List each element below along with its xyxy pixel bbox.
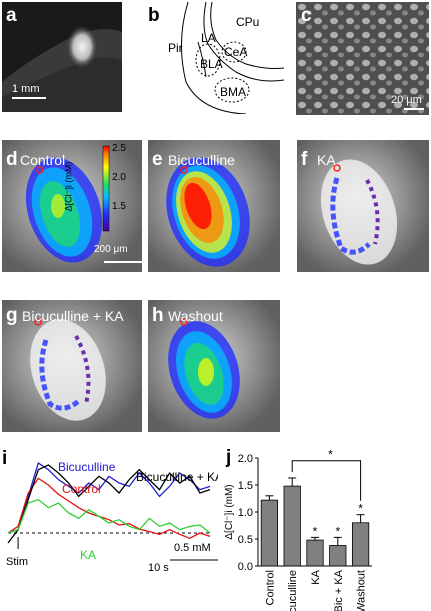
region-bla: BLA	[200, 57, 223, 71]
panel-title-d: Control	[20, 152, 66, 168]
region-cea: CeA	[224, 45, 248, 59]
panel-label-d: d	[6, 149, 18, 170]
panel-i: i Bicuculline Control Bicuculline + KA K…	[0, 445, 218, 611]
panel-g: g Bicuculline + KA	[2, 300, 142, 432]
legend-bic-ka: Bicuculline + KA	[136, 470, 218, 484]
colorbar-tick-2-5: 2.5	[112, 143, 126, 154]
trace-bic-ka	[7, 464, 211, 544]
stim-label: Stim	[6, 556, 28, 568]
legend-bicuculline: Bicuculline	[58, 460, 116, 474]
x-tick-label: Control	[264, 570, 276, 605]
region-bma: BMA	[220, 85, 247, 99]
scale-x-label: 10 s	[148, 562, 169, 574]
trace-ka	[7, 498, 211, 534]
bar-ka	[306, 539, 324, 567]
y-tick-label: 0.0	[238, 561, 253, 573]
colorbar-label: Δ[Cl⁻]i (mM)	[63, 161, 74, 212]
scale-label-c: 20 μm	[391, 94, 422, 106]
significance-star: *	[335, 524, 340, 538]
panel-title-h: Washout	[168, 308, 223, 324]
panel-a-image	[2, 25, 122, 112]
x-tick-label: Bicuculline	[287, 570, 299, 611]
panel-label-a: a	[6, 5, 17, 26]
scale-y-label: 0.5 mM	[174, 542, 211, 554]
panel-label-h: h	[152, 305, 164, 326]
panel-title-f: KA	[317, 152, 336, 168]
significance-star: *	[313, 524, 318, 538]
panel-d: d Control 2.5 2.0 1.5 Δ[Cl⁻]i (mM) 200 μ…	[2, 140, 142, 272]
trace-bicuculline	[7, 461, 211, 534]
x-tick-label: Bic + KA	[333, 569, 345, 611]
trace-control	[7, 477, 211, 540]
bar-washout	[351, 522, 370, 567]
panel-f-image	[297, 140, 429, 272]
y-tick-label: 1.0	[238, 507, 253, 519]
panel-label-j: j	[226, 447, 232, 468]
significance-bracket	[291, 460, 362, 501]
significance-star: *	[358, 502, 363, 516]
panel-label-e: e	[152, 149, 163, 170]
scale-label-d: 200 μm	[94, 244, 128, 255]
panel-e: e Bicuculline	[148, 140, 280, 272]
scale-label-a: 1 mm	[12, 83, 40, 95]
y-tick-label: 2.0	[238, 453, 253, 465]
panel-j: 0.0 0.5 1.0 1.5 2.0 Δ[Cl⁻]i (mM) Control Bicucu…	[222, 442, 431, 611]
panel-label-i: i	[2, 448, 8, 469]
x-tick-label: KA	[310, 569, 322, 584]
panel-h-image	[148, 300, 280, 432]
colorbar-tick-1-5: 1.5	[112, 201, 126, 212]
panel-g-image	[2, 300, 142, 432]
panel-j-bar-chart: 0.0 0.5 1.0 1.5 2.0 Δ[Cl⁻]i (mM) Control Bicucu…	[224, 448, 372, 611]
panel-e-image	[148, 140, 280, 272]
colorbar	[102, 145, 110, 232]
y-tick-label: 0.5	[238, 534, 253, 546]
panel-a: a 1 mm	[2, 2, 122, 112]
colorbar-tick-2-0: 2.0	[112, 172, 126, 183]
panel-f: f KA	[297, 140, 429, 272]
region-cpu: CPu	[236, 15, 260, 29]
panel-title-e: Bicuculline	[168, 152, 235, 168]
panel-label-g: g	[6, 305, 18, 326]
panel-label-c: c	[301, 5, 312, 26]
panel-c-image	[296, 2, 429, 115]
bar-bic-ka	[329, 545, 347, 567]
legend-control: Control	[62, 482, 101, 496]
panel-label-b: b	[148, 5, 160, 26]
legend-ka: KA	[80, 548, 97, 562]
panel-b: b CPu LA Pir CeA BLA BMA	[146, 2, 284, 114]
y-axis-label: Δ[Cl⁻]i (mM)	[224, 484, 235, 539]
bracket-star: *	[328, 448, 333, 462]
x-tick-label: Washout	[356, 570, 368, 611]
panel-d-image	[2, 140, 142, 272]
bar-control	[260, 499, 279, 567]
panel-title-g: Bicuculline + KA	[22, 308, 124, 324]
region-la: LA	[201, 31, 216, 45]
panel-label-f: f	[301, 149, 308, 170]
panel-i-line-chart	[7, 461, 218, 561]
bar-bicuculline	[283, 485, 301, 567]
y-tick-label: 1.5	[238, 480, 253, 492]
panel-c: c 20 μm	[296, 2, 429, 115]
panel-b-diagram	[181, 2, 284, 114]
panel-h: h Washout	[148, 300, 280, 432]
region-pir: Pir	[168, 41, 183, 55]
